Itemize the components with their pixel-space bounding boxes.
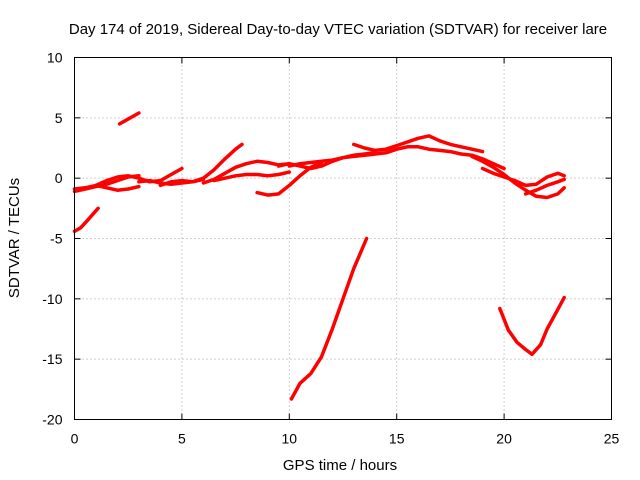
x-tick-label: 20 [496,431,512,447]
plot-frame [74,57,612,420]
series-track-12 [287,145,506,171]
series-track-7 [158,142,244,188]
y-tick-label: -20 [42,412,62,428]
y-tick-label: 5 [55,110,63,126]
grid [74,57,612,420]
y-tick-label: -5 [50,231,63,247]
series-track-2 [117,111,141,126]
y-axis-title: SDTVAR / TECUs [6,178,23,298]
y-tick-label: 0 [55,170,63,186]
series-track-14 [470,154,566,200]
y-tick-label: -15 [42,351,62,367]
data-series [72,111,566,401]
y-tick-labels: -20 -15 -10 -5 0 5 10 [42,50,62,428]
series-track-18 [498,295,566,357]
x-tick-label: 15 [389,431,405,447]
x-tick-label: 10 [282,431,298,447]
chart-title: Day 174 of 2019, Sidereal Day-to-day VTE… [69,21,607,38]
x-tick-label: 25 [604,431,620,447]
y-tick-label: 10 [47,50,63,66]
series-track-17 [289,236,369,401]
x-axis-title: GPS time / hours [283,457,397,474]
series-track-5 [94,183,141,192]
series-track-9 [212,170,292,183]
series-track-16 [523,177,566,196]
series-track-8 [201,159,292,185]
series-track-1 [72,206,100,234]
series-track-15 [480,166,566,188]
x-tick-label: 0 [71,431,79,447]
x-tick-label: 5 [178,431,186,447]
x-tick-labels: 0 5 10 15 20 25 [71,431,620,447]
y-tick-label: -10 [42,291,62,307]
series-track-13 [351,134,485,154]
series-track-4 [72,166,184,191]
